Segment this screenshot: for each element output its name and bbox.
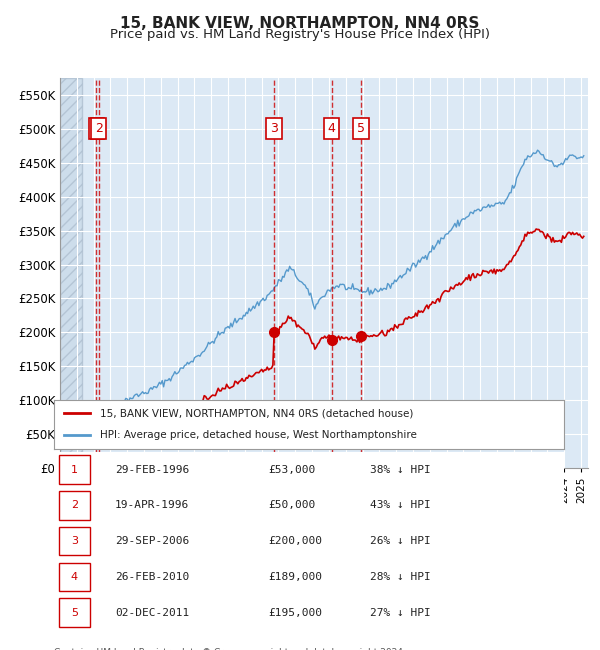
- Text: 4: 4: [328, 122, 335, 135]
- Text: 1: 1: [92, 122, 100, 135]
- Text: 2: 2: [95, 122, 103, 135]
- Text: 4: 4: [71, 572, 78, 582]
- Text: 38% ↓ HPI: 38% ↓ HPI: [370, 465, 431, 474]
- Text: 5: 5: [357, 122, 365, 135]
- Text: 02-DEC-2011: 02-DEC-2011: [115, 608, 190, 617]
- Text: 26% ↓ HPI: 26% ↓ HPI: [370, 536, 431, 546]
- FancyBboxPatch shape: [59, 598, 90, 627]
- Text: £195,000: £195,000: [268, 608, 322, 617]
- FancyBboxPatch shape: [59, 491, 90, 520]
- Text: £53,000: £53,000: [268, 465, 316, 474]
- Text: £189,000: £189,000: [268, 572, 322, 582]
- Text: 3: 3: [71, 536, 78, 546]
- Text: 29-SEP-2006: 29-SEP-2006: [115, 536, 190, 546]
- Text: Contains HM Land Registry data © Crown copyright and database right 2024.
This d: Contains HM Land Registry data © Crown c…: [54, 649, 406, 650]
- Text: 15, BANK VIEW, NORTHAMPTON, NN4 0RS: 15, BANK VIEW, NORTHAMPTON, NN4 0RS: [121, 16, 479, 31]
- Text: 5: 5: [71, 608, 78, 617]
- FancyBboxPatch shape: [59, 526, 90, 555]
- Text: 15, BANK VIEW, NORTHAMPTON, NN4 0RS (detached house): 15, BANK VIEW, NORTHAMPTON, NN4 0RS (det…: [100, 408, 413, 419]
- Text: 19-APR-1996: 19-APR-1996: [115, 500, 190, 510]
- Text: 27% ↓ HPI: 27% ↓ HPI: [370, 608, 431, 617]
- FancyBboxPatch shape: [59, 455, 90, 484]
- Text: 28% ↓ HPI: 28% ↓ HPI: [370, 572, 431, 582]
- Text: 29-FEB-1996: 29-FEB-1996: [115, 465, 190, 474]
- Text: 2: 2: [71, 500, 78, 510]
- FancyBboxPatch shape: [59, 563, 90, 592]
- Bar: [60, 78, 82, 468]
- Text: £50,000: £50,000: [268, 500, 316, 510]
- Text: 26-FEB-2010: 26-FEB-2010: [115, 572, 190, 582]
- Text: Price paid vs. HM Land Registry's House Price Index (HPI): Price paid vs. HM Land Registry's House …: [110, 28, 490, 41]
- Text: HPI: Average price, detached house, West Northamptonshire: HPI: Average price, detached house, West…: [100, 430, 417, 440]
- Text: 43% ↓ HPI: 43% ↓ HPI: [370, 500, 431, 510]
- Text: £200,000: £200,000: [268, 536, 322, 546]
- Text: 1: 1: [71, 465, 78, 474]
- Text: 3: 3: [270, 122, 278, 135]
